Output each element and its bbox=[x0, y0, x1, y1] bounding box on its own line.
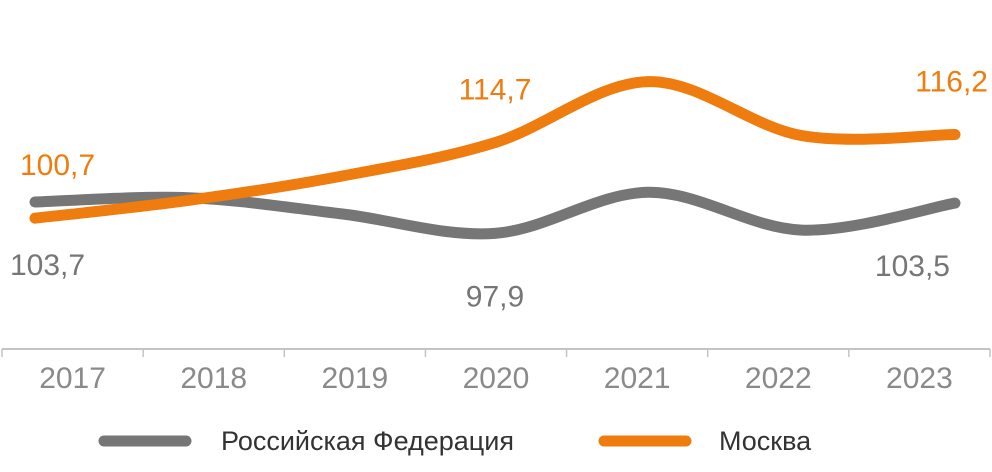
data-label-moscow-2020: 114,7 bbox=[459, 74, 532, 107]
x-tick-label-2021: 2021 bbox=[604, 362, 671, 395]
legend: Российская Федерация Москва bbox=[98, 426, 812, 456]
data-label-russia-2017: 103,7 bbox=[10, 249, 85, 282]
series-lines bbox=[29, 76, 961, 240]
x-tick-label-2017: 2017 bbox=[39, 362, 106, 395]
data-labels: 103,7 97,9 103,5 100,7 114,7 116,2 bbox=[10, 66, 988, 314]
data-label-russia-2020: 97,9 bbox=[466, 280, 524, 313]
data-label-moscow-2017: 100,7 bbox=[20, 149, 95, 182]
data-label-moscow-2023: 116,2 bbox=[915, 66, 988, 99]
x-axis-ticks bbox=[1, 349, 991, 357]
series-line-moscow bbox=[29, 76, 961, 224]
x-axis-tick-labels: 2017 2018 2019 2020 2021 2022 2023 bbox=[39, 362, 953, 395]
x-tick-label-2019: 2019 bbox=[321, 362, 388, 395]
legend-label-russia: Российская Федерация bbox=[221, 426, 514, 456]
data-label-russia-2023: 103,5 bbox=[875, 250, 950, 283]
x-tick-label-2023: 2023 bbox=[886, 362, 953, 395]
legend-label-moscow: Москва bbox=[719, 426, 812, 456]
x-tick-label-2022: 2022 bbox=[745, 362, 812, 395]
x-tick-label-2020: 2020 bbox=[463, 362, 530, 395]
x-tick-label-2018: 2018 bbox=[180, 362, 247, 395]
